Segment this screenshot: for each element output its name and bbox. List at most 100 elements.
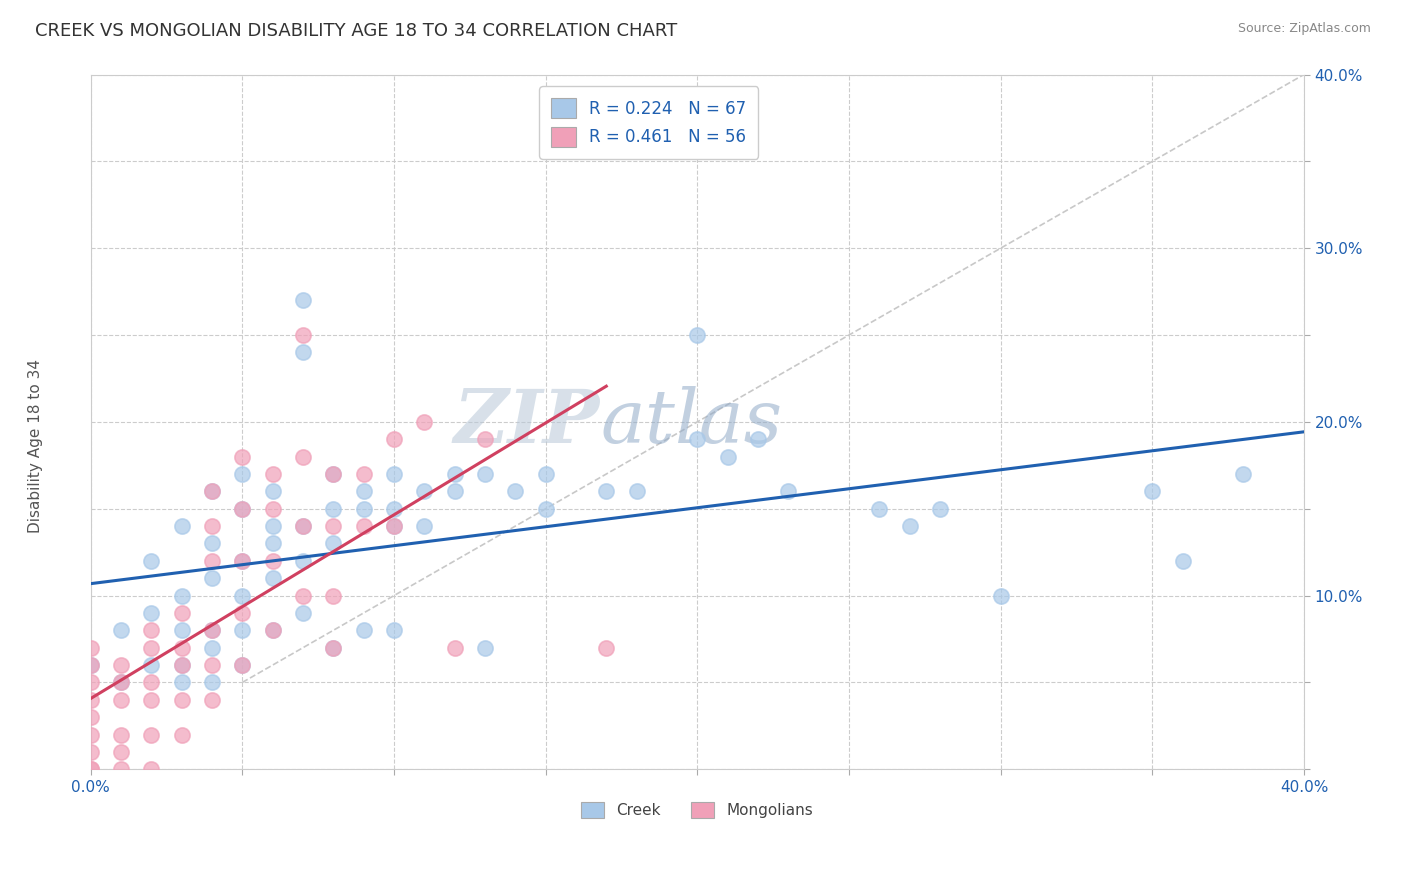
Point [291, 328, 314, 343]
Point [110, 745, 132, 759]
Point [291, 519, 314, 533]
Point [201, 675, 224, 690]
Point [201, 624, 224, 638]
Point [201, 484, 224, 499]
Point [291, 345, 314, 359]
Point [1142, 484, 1164, 499]
Point [990, 589, 1012, 603]
Point [231, 658, 253, 673]
Point [534, 501, 557, 516]
Point [262, 624, 284, 638]
Text: CREEK VS MONGOLIAN DISABILITY AGE 18 TO 34 CORRELATION CHART: CREEK VS MONGOLIAN DISABILITY AGE 18 TO … [35, 22, 678, 40]
Point [291, 589, 314, 603]
Point [534, 467, 557, 481]
Point [170, 624, 193, 638]
Point [110, 728, 132, 742]
Point [262, 624, 284, 638]
Point [141, 675, 163, 690]
Point [929, 501, 952, 516]
Point [201, 554, 224, 568]
Point [170, 606, 193, 620]
Point [322, 501, 344, 516]
Point [231, 658, 253, 673]
Point [201, 658, 224, 673]
Point [79, 675, 101, 690]
Point [322, 467, 344, 481]
Point [503, 484, 526, 499]
Point [413, 519, 436, 533]
Point [110, 675, 132, 690]
Point [291, 606, 314, 620]
Point [443, 467, 465, 481]
Point [79, 762, 101, 776]
Point [201, 536, 224, 550]
Point [79, 728, 101, 742]
Point [353, 519, 375, 533]
Point [141, 693, 163, 707]
Point [110, 675, 132, 690]
Point [382, 501, 405, 516]
Point [1232, 467, 1254, 481]
Point [291, 519, 314, 533]
Point [626, 484, 648, 499]
Point [110, 693, 132, 707]
Point [353, 484, 375, 499]
Point [262, 467, 284, 481]
Point [353, 624, 375, 638]
Point [382, 519, 405, 533]
Point [231, 450, 253, 464]
Point [353, 501, 375, 516]
Point [898, 519, 921, 533]
Point [170, 589, 193, 603]
Point [141, 624, 163, 638]
Point [322, 467, 344, 481]
Point [110, 762, 132, 776]
Point [170, 519, 193, 533]
Point [141, 606, 163, 620]
Point [231, 467, 253, 481]
Point [868, 501, 890, 516]
Text: atlas: atlas [600, 385, 782, 458]
Point [595, 484, 617, 499]
Point [79, 745, 101, 759]
Point [443, 640, 465, 655]
Point [201, 624, 224, 638]
Point [262, 501, 284, 516]
Point [79, 658, 101, 673]
Point [474, 640, 496, 655]
Point [382, 432, 405, 446]
Point [79, 710, 101, 724]
Point [262, 554, 284, 568]
Point [231, 501, 253, 516]
Point [778, 484, 800, 499]
Point [262, 519, 284, 533]
Point [443, 484, 465, 499]
Point [291, 554, 314, 568]
Point [170, 640, 193, 655]
Legend: Creek, Mongolians: Creek, Mongolians [575, 796, 820, 824]
Point [262, 571, 284, 585]
Point [322, 519, 344, 533]
Point [686, 328, 709, 343]
Point [474, 467, 496, 481]
Point [231, 554, 253, 568]
Point [201, 571, 224, 585]
Point [201, 484, 224, 499]
Text: Disability Age 18 to 34: Disability Age 18 to 34 [28, 359, 42, 533]
Point [262, 484, 284, 499]
Text: ZIP: ZIP [454, 385, 600, 458]
Point [79, 658, 101, 673]
Point [170, 693, 193, 707]
Point [382, 624, 405, 638]
Point [201, 640, 224, 655]
Point [322, 589, 344, 603]
Point [322, 640, 344, 655]
Point [231, 589, 253, 603]
Point [231, 554, 253, 568]
Point [413, 484, 436, 499]
Point [170, 728, 193, 742]
Point [717, 450, 740, 464]
Point [747, 432, 769, 446]
Point [141, 762, 163, 776]
Point [201, 693, 224, 707]
